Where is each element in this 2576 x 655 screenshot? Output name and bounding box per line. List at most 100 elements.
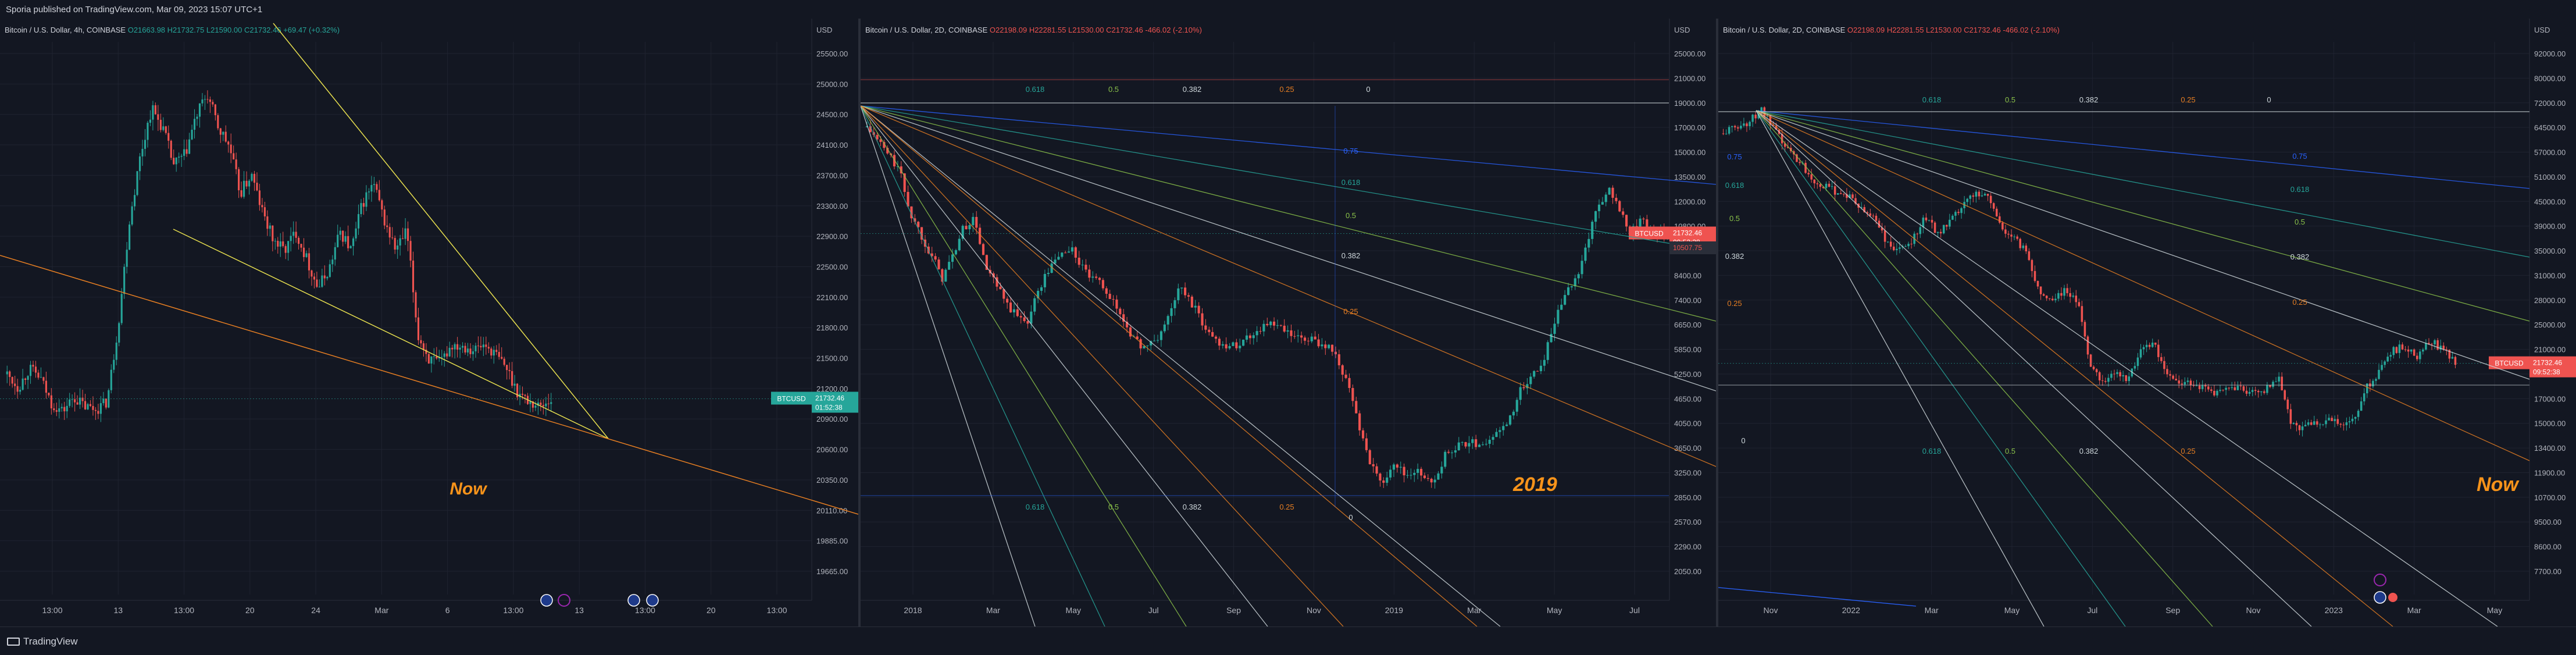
candle-body — [1601, 202, 1604, 205]
y-tick-label: 22100.00 — [816, 293, 848, 302]
candle-body — [524, 394, 526, 396]
event-count-badge — [2388, 593, 2397, 602]
candle-body — [2010, 234, 2013, 237]
candle-body — [1851, 194, 1854, 198]
symbol-title: Bitcoin / U.S. Dollar, 2D, COINBASE — [865, 26, 990, 34]
candle-body — [503, 358, 505, 365]
candle-body — [391, 237, 394, 238]
candle-body — [438, 357, 440, 359]
candle-body — [2045, 296, 2048, 298]
candle-body — [22, 378, 24, 390]
candle-body — [1088, 269, 1091, 278]
candle-body — [1043, 273, 1046, 287]
candle-body — [196, 116, 198, 119]
candle-body — [2219, 390, 2221, 391]
candle-body — [1426, 478, 1429, 479]
fib-label-mid: 0.618 — [1341, 178, 1361, 187]
candle-body — [298, 237, 300, 244]
candle-body — [1098, 277, 1101, 280]
fib-label-bottom: 0.25 — [1279, 503, 1294, 511]
candle-body — [313, 276, 315, 280]
chart-panel-2[interactable]: 25000.00 21000.00 19000.00 17000.00 15000.00… — [860, 19, 1718, 627]
candle-body — [2025, 245, 2028, 252]
chart-panel-1[interactable]: 25500.00 25000.00 24500.00 24100.00 23700.00… — [0, 19, 861, 626]
candle-body — [1883, 230, 1886, 242]
fib-fan-line — [1756, 110, 2126, 627]
y-tick-label: 5850.00 — [1674, 346, 1701, 354]
candle-body — [2042, 294, 2045, 296]
candle-body — [972, 216, 975, 226]
candle-body — [521, 393, 524, 395]
candle-body — [2248, 391, 2251, 394]
candle-body — [147, 122, 149, 140]
candle-body — [2336, 419, 2339, 424]
candle-body — [1567, 287, 1570, 296]
ohlc-o: O22198.09 — [990, 26, 1029, 34]
candle-body — [2245, 390, 2248, 394]
candle-body — [1437, 473, 1440, 480]
candle-body — [459, 347, 461, 350]
candle-body — [97, 411, 99, 414]
candle-body — [370, 185, 373, 192]
candle-body — [212, 102, 214, 105]
fib-fan-line — [1756, 110, 2393, 627]
chart-4h-svg[interactable]: 25500.00 25000.00 24500.00 24100.00 23700.00… — [0, 19, 859, 626]
candle-body — [1946, 225, 1948, 227]
candle-body — [1413, 472, 1416, 475]
x-tick-label: 13:00 — [174, 606, 194, 615]
candle-body — [9, 371, 11, 378]
candle-body — [32, 365, 34, 367]
candle-body — [2366, 383, 2368, 394]
candle-body — [415, 292, 417, 318]
candle-body — [2407, 349, 2410, 352]
candle-body — [2086, 336, 2089, 355]
chart-panel-3[interactable]: 92000.00 80000.00 72000.00 64500.00 57000.00… — [1718, 19, 2576, 627]
publish-header: Sporia published on TradingView.com, Mar… — [0, 0, 2576, 19]
candle-body — [1324, 344, 1327, 348]
candle-body — [2031, 259, 2033, 271]
candle-body — [2454, 357, 2457, 365]
candle-body — [2313, 421, 2315, 425]
candle-body — [511, 371, 513, 386]
candle-body — [1846, 194, 1848, 198]
candle-body — [1757, 114, 1760, 119]
candle-body — [258, 190, 261, 205]
candle-body — [534, 405, 537, 408]
fib-label-mid: 0.5 — [1346, 211, 1356, 220]
candle-body — [2192, 385, 2195, 386]
candle-body — [1519, 387, 1522, 400]
candle-body — [1417, 469, 1419, 473]
candle-body — [1204, 325, 1207, 330]
candle-body — [979, 227, 982, 244]
ohlc-c: C21732.46 — [1106, 26, 1145, 34]
y-tick-label: 24100.00 — [816, 141, 848, 149]
candle-body — [126, 250, 128, 267]
candle-body — [1849, 194, 1851, 198]
candle-body — [1733, 126, 1736, 127]
candle-body — [2328, 418, 2330, 421]
candle-body — [1966, 198, 1968, 202]
chart-2d-2018-svg[interactable]: 25000.00 21000.00 19000.00 17000.00 15000.00… — [860, 19, 1717, 627]
candle-body — [441, 357, 443, 358]
candle-body — [2092, 366, 2095, 369]
candle-body — [1622, 211, 1625, 215]
chart-2d-2022-svg[interactable]: 92000.00 80000.00 72000.00 64500.00 57000.00… — [1718, 19, 2576, 627]
candle-body — [2413, 349, 2416, 356]
candle-body — [1866, 212, 1869, 213]
candle-body — [129, 224, 131, 250]
candle-body — [2322, 424, 2324, 425]
tradingview-logo[interactable]: TradingView — [7, 636, 78, 647]
candle-body — [2395, 347, 2398, 353]
candle-body — [2363, 393, 2366, 401]
candle-body — [1949, 219, 1951, 227]
candle-body — [1831, 186, 1833, 187]
candle-body — [381, 200, 383, 210]
y-tick-label: 15000.00 — [1674, 148, 1706, 157]
candle-body — [1351, 387, 1354, 401]
fib-fan-line — [860, 105, 1036, 627]
candle-body — [355, 228, 357, 238]
candle-body — [1389, 469, 1392, 478]
candle-body — [1084, 265, 1087, 270]
ohlc-l: L21590.00 — [206, 26, 244, 34]
fib-fan-line — [860, 105, 1187, 627]
